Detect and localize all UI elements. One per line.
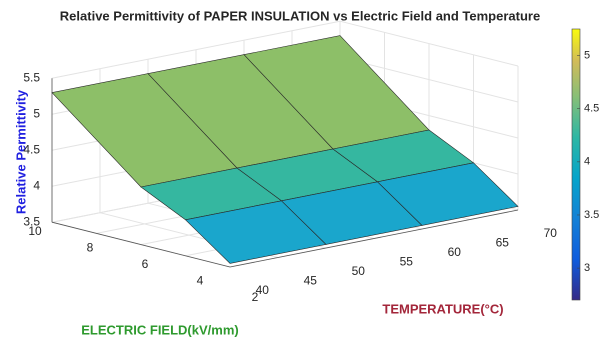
y-tick-label: 8 xyxy=(87,241,94,255)
y-tick-label: 4 xyxy=(197,274,204,288)
z-tick-label: 5 xyxy=(33,106,40,120)
colorbar-tick-label: 3 xyxy=(584,262,590,274)
x-tick-label: 65 xyxy=(496,235,510,249)
y-tick-label: 10 xyxy=(28,224,42,238)
z-tick-label: 4.5 xyxy=(23,142,40,156)
y-tick-label: 6 xyxy=(142,257,149,271)
x-axis-label: TEMPERATURE(°C) xyxy=(382,301,503,316)
axis-line xyxy=(51,221,231,268)
surface-face xyxy=(376,162,519,226)
z-tick-label: 4 xyxy=(33,178,40,192)
x-tick-label: 70 xyxy=(544,226,558,240)
colorbar xyxy=(571,28,581,301)
grid-line xyxy=(51,20,341,79)
chart-title: Relative Permittivity of PAPER INSULATIO… xyxy=(60,8,540,23)
colorbar-tick-label: 4.5 xyxy=(584,103,599,115)
colorbar-tick-label: 5 xyxy=(584,49,590,61)
y-axis-label: ELECTRIC FIELD(kV/mm) xyxy=(81,322,238,337)
grid-line xyxy=(339,56,519,103)
colorbar-tick-label: 4 xyxy=(584,156,590,168)
z-axis-label: Relative Permittivity xyxy=(13,89,28,214)
grid-line xyxy=(339,20,519,67)
axis-line xyxy=(229,209,519,268)
x-tick-label: 60 xyxy=(448,245,462,259)
x-tick-label: 40 xyxy=(256,283,270,297)
x-tick-label: 55 xyxy=(400,254,414,268)
x-tick-label: 45 xyxy=(304,273,318,287)
z-tick-label: 3.5 xyxy=(23,214,40,228)
x-tick-label: 50 xyxy=(352,264,366,278)
colorbar-tick-label: 3.5 xyxy=(584,209,599,221)
y-tick-label: 2 xyxy=(252,290,259,304)
z-tick-label: 5.5 xyxy=(23,70,40,84)
